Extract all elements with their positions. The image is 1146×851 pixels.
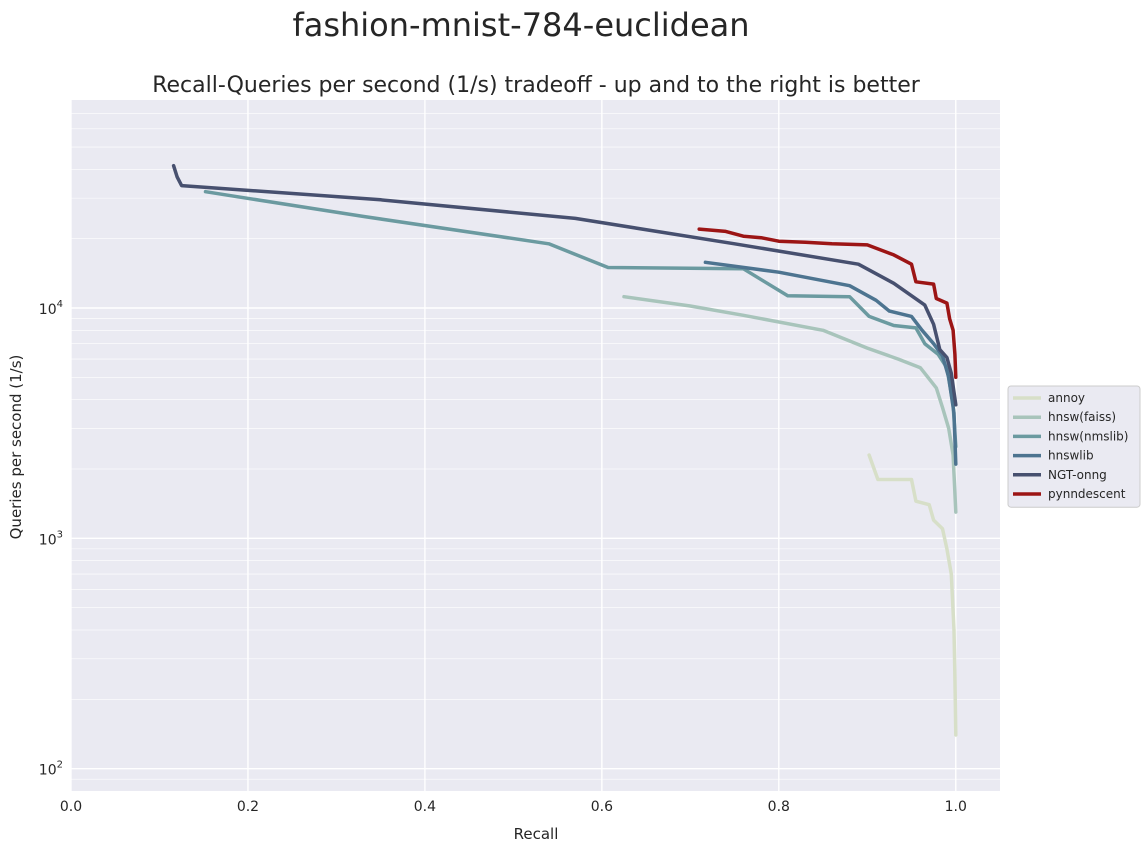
plot-area [71, 100, 1000, 791]
series-line-annoy [867, 453, 958, 737]
legend-label: annoy [1048, 391, 1085, 405]
x-tick-label: 0.0 [60, 799, 82, 815]
y-axis-label: Queries per second (1/s) [7, 355, 25, 540]
legend-label: pynndescent [1048, 487, 1126, 501]
x-tick-labels: 0.0 0.2 0.4 0.6 0.8 1.0 [60, 799, 967, 815]
chart-suptitle: fashion-mnist-784-euclidean [292, 6, 749, 44]
legend: annoy hnsw(faiss) hnsw(nmslib) hnswlib NGT-o… [1007, 385, 1141, 508]
y-tick-label: 102 [39, 760, 63, 779]
x-tick-label: 0.8 [768, 799, 790, 815]
series-line-pynndescent [697, 227, 958, 380]
legend-label: hnsw(faiss) [1048, 410, 1116, 424]
x-axis-label: Recall [514, 825, 559, 843]
x-tick-label: 1.0 [945, 799, 967, 815]
series-line-hnswlib [703, 260, 958, 466]
y-tick-labels: 102 103 104 [39, 299, 63, 779]
legend-label: NGT-onng [1048, 468, 1107, 482]
series-line-hnsw-faiss- [622, 294, 958, 514]
legend-label: hnswlib [1048, 449, 1094, 463]
legend-label: hnsw(nmslib) [1048, 429, 1128, 443]
series-line-ngt-onng [171, 163, 958, 407]
minor-gridlines [71, 113, 1000, 780]
y-tick-label: 103 [39, 529, 63, 548]
series-lines [171, 163, 958, 737]
x-tick-label: 0.6 [591, 799, 613, 815]
y-tick-label: 104 [39, 299, 63, 318]
chart-title: Recall-Queries per second (1/s) tradeoff… [152, 73, 921, 98]
x-tick-label: 0.4 [414, 799, 436, 815]
x-tick-label: 0.2 [237, 799, 259, 815]
